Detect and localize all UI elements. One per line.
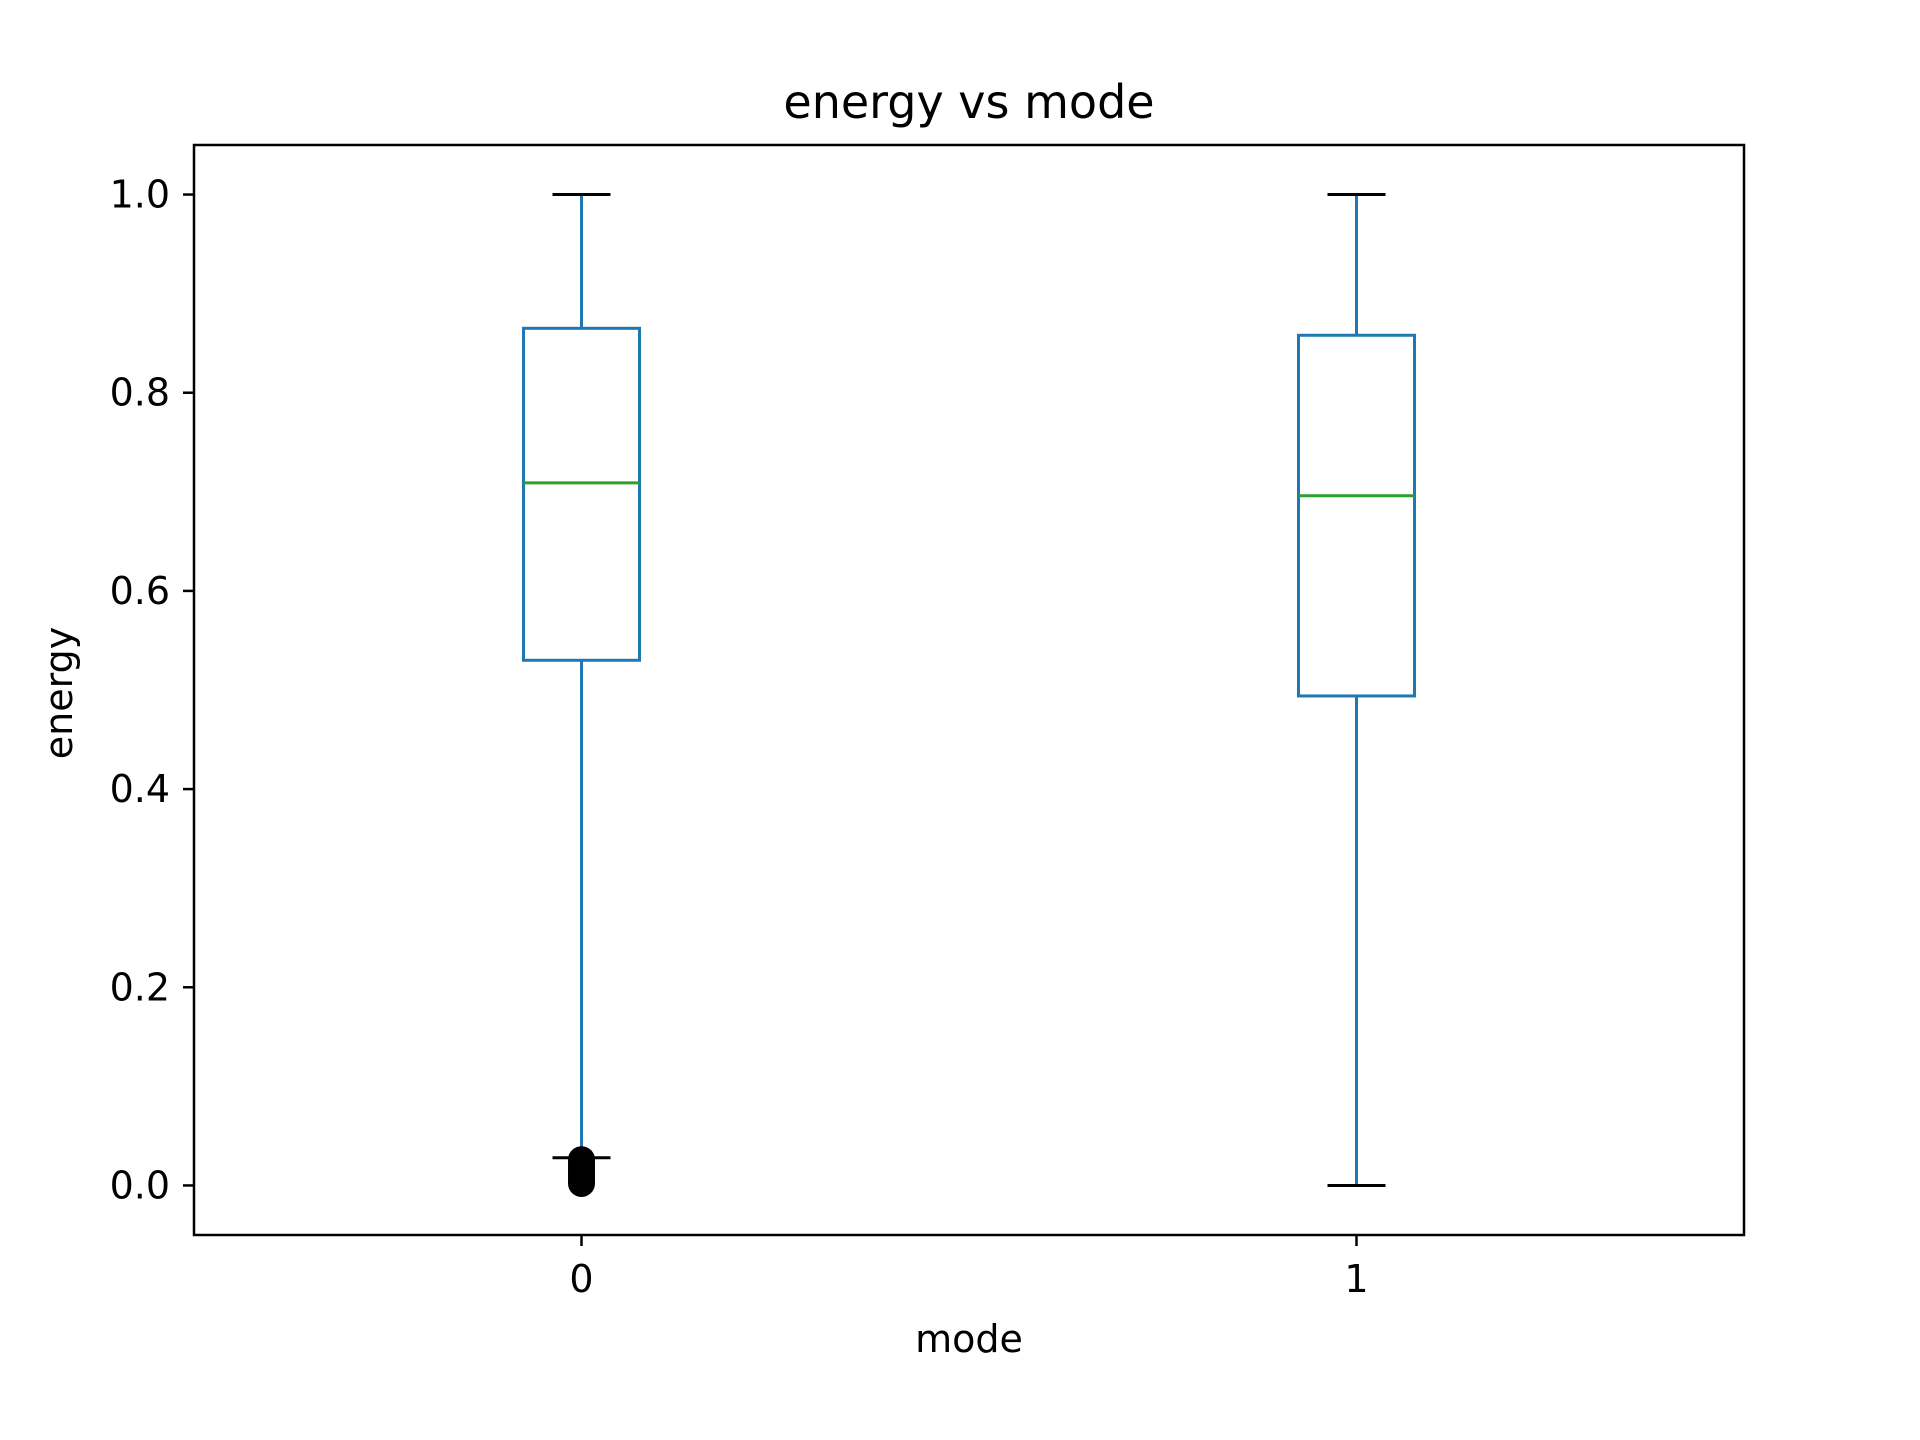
outlier-point: [568, 1146, 595, 1174]
box: [1297, 333, 1416, 698]
y-tick-label: 0.8: [110, 371, 170, 415]
chart-title: energy vs mode: [783, 75, 1154, 129]
box: [522, 326, 641, 662]
x-axis-label: mode: [915, 1317, 1023, 1361]
x-tick-label: 1: [1344, 1257, 1368, 1301]
x-tick-label: 0: [569, 1257, 593, 1301]
axes-frame: [192, 143, 1746, 1237]
y-tick-label: 1.0: [110, 173, 170, 217]
y-tick-label: 0.6: [110, 569, 170, 613]
y-tick-label: 0.4: [110, 767, 170, 811]
y-tick-label: 0.2: [110, 965, 170, 1009]
y-tick-label: 0.0: [110, 1163, 170, 1207]
plot-area: 0.0 0.2 0.4 0.6 0.8 1.0 0 1: [110, 143, 1746, 1301]
y-axis-label: energy: [37, 627, 81, 759]
